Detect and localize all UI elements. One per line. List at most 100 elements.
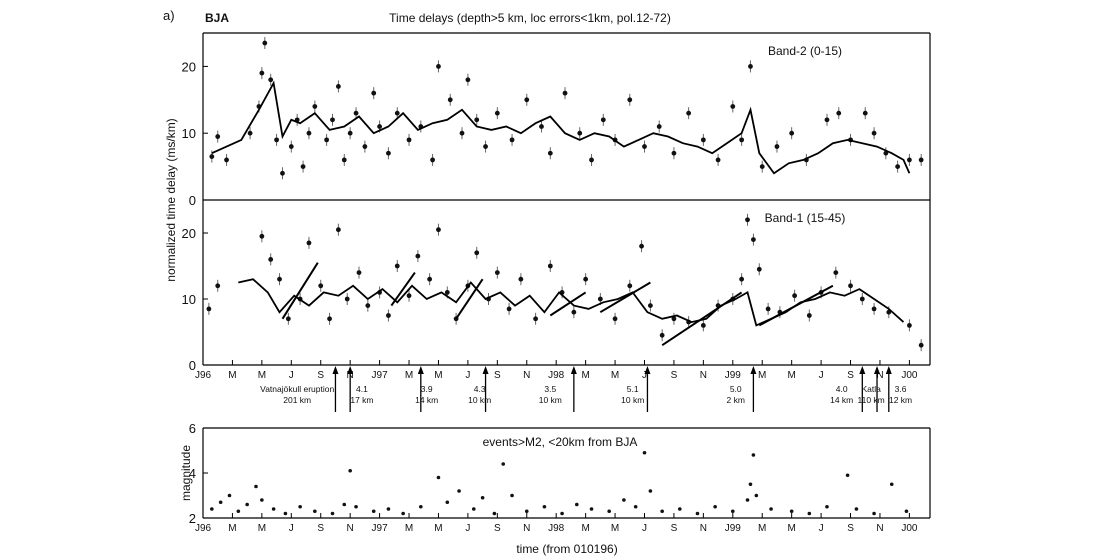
data-point [918,342,924,348]
event-point [260,498,264,502]
data-point [906,157,912,163]
data-point [539,124,544,129]
x-tick-label: N [523,370,530,381]
event-point [769,507,773,511]
data-point [312,104,318,109]
data-point [306,240,312,246]
event-point [245,502,249,507]
data-point [547,263,553,269]
event-name: 4.1 [356,384,368,394]
data-point [215,283,221,289]
x-tick-label: M [611,370,619,381]
event-point [754,493,759,498]
x-tick-label: J [819,370,824,381]
event-point [342,502,347,507]
data-point [274,137,279,143]
event-point [751,453,756,457]
event-point [298,504,302,509]
data-point [562,90,568,96]
data-point [824,117,830,123]
event-distance: 12 km [889,395,912,405]
data-point [836,110,842,116]
event-point [660,509,664,514]
data-point [871,306,877,312]
data-point [335,227,341,233]
data-point [430,157,435,163]
x-tick-label: N [876,370,883,381]
data-point [288,144,294,149]
event-point [471,507,476,511]
data-point [583,276,589,282]
event-point [642,450,647,455]
event-point [236,509,241,514]
event-point [330,511,335,516]
data-point [715,157,721,163]
event-point [872,511,876,516]
x-tick-label: S [317,370,324,381]
data-point [751,237,756,243]
y-tick-label: 10 [182,292,196,307]
data-point [427,276,433,282]
data-point [386,313,391,318]
station-label: BJA [205,11,229,25]
event-point [371,509,376,514]
data-point [600,117,606,123]
panel-title: Band-1 (15-45) [765,211,846,225]
x-tick-label: M [581,523,589,534]
event-name: 4.3 [474,384,486,394]
event-point [713,504,717,509]
event-arrowhead [482,366,489,374]
data-point [700,323,706,328]
x-tick-label: J00 [901,523,918,534]
data-point [756,266,762,272]
x-tick-label: J99 [725,523,742,534]
event-point [889,482,894,487]
x-tick-label: J [289,370,294,381]
data-point [406,137,412,143]
event-point [542,504,547,509]
x-tick-label: J [465,370,470,381]
event-name: 4.0 [836,384,848,394]
event-arrowhead [750,366,757,374]
data-point [247,130,253,136]
x-tick-label: M [758,523,766,534]
event-point [854,507,859,511]
data-point [533,316,538,322]
event-point [436,475,441,480]
data-point [524,97,530,103]
data-point [436,64,441,69]
data-point [639,243,644,249]
event-arrowhead [417,366,424,374]
trend-line [549,291,587,317]
data-point [268,77,274,83]
smoothed-curve [211,80,911,175]
data-point [318,283,324,289]
data-point [371,90,377,96]
data-point [642,144,647,149]
x-tick-label: N [876,523,883,534]
y-tick-label: 0 [189,358,196,373]
data-point [792,293,798,299]
event-point [354,504,358,509]
event-distance: 2 km [727,395,745,405]
data-point [647,303,653,308]
data-point [518,276,524,282]
data-point [547,150,553,156]
event-point [904,509,909,514]
trend-line [281,262,319,320]
data-point [365,303,371,308]
event-point [218,500,223,505]
data-point [509,137,515,143]
event-point [589,507,594,511]
x-tick-label: S [847,523,854,534]
event-name: 5.0 [730,384,742,394]
trend-line [455,278,484,320]
event-point [492,511,497,516]
event-point [419,504,423,509]
y-tick-label: 2 [189,511,196,526]
x-tick-label: J98 [548,370,565,381]
data-point [335,84,341,89]
x-tick-label: J96 [195,370,212,381]
data-point [306,130,312,136]
chart-title: Time delays (depth>5 km, loc errors<1km,… [389,11,671,25]
